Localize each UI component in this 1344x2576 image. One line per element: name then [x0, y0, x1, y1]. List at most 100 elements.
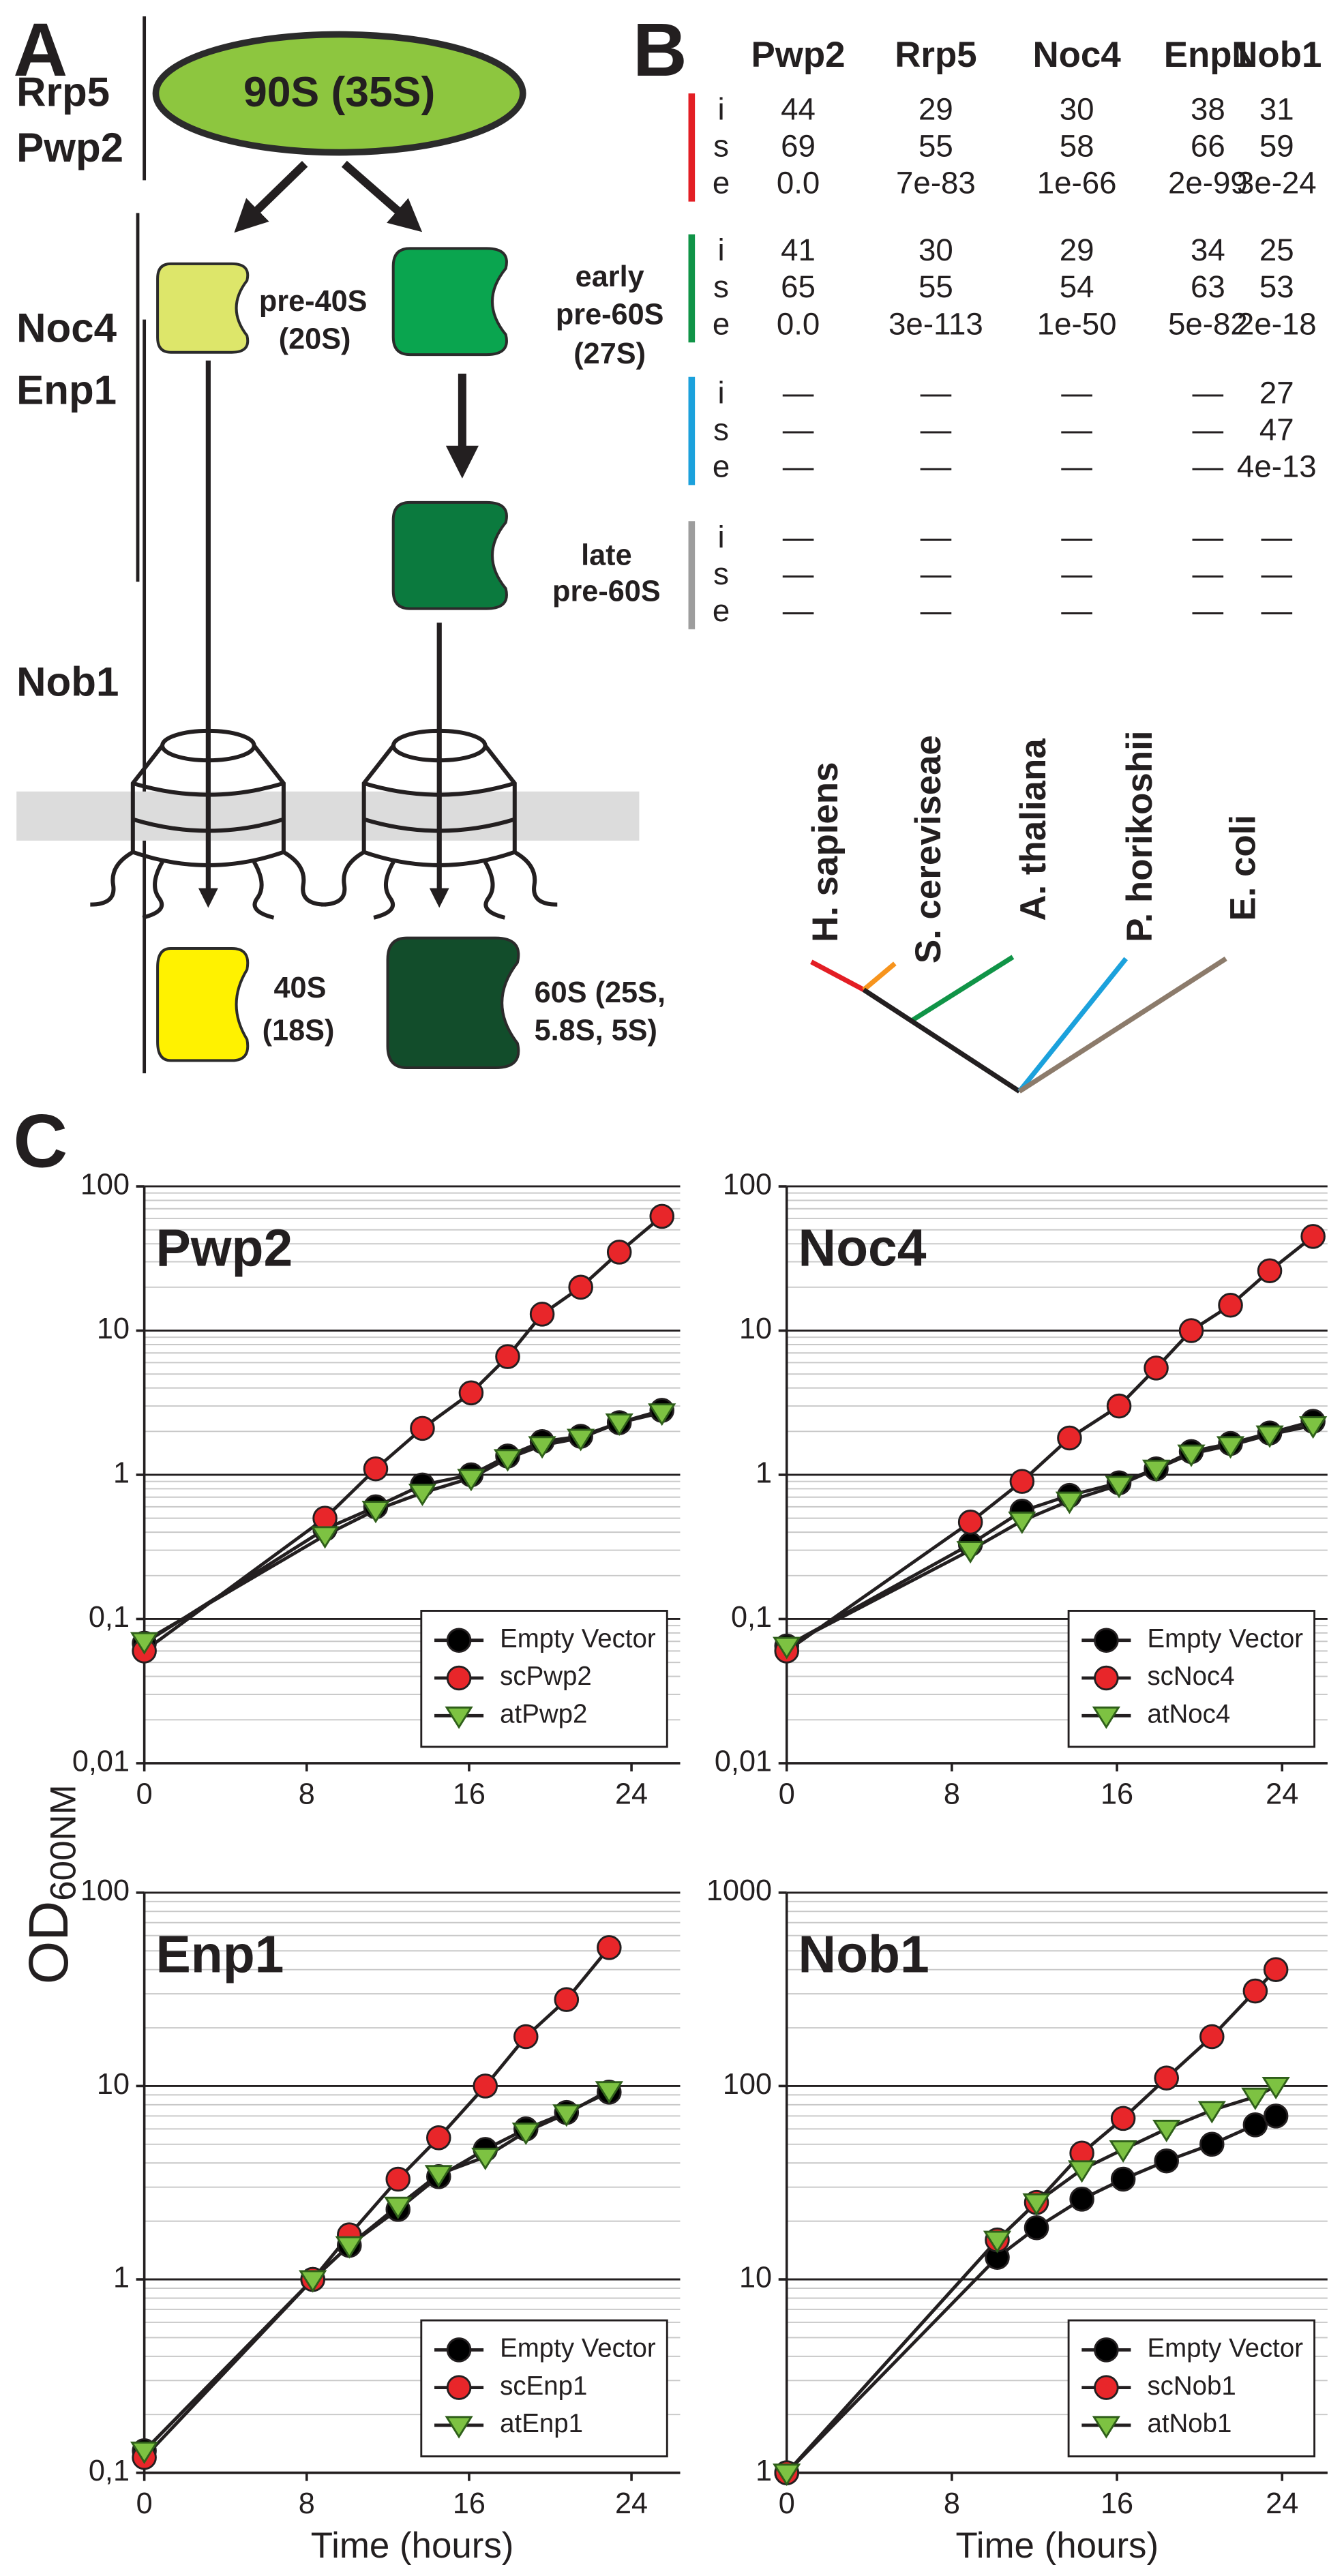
cell: — — [1061, 556, 1092, 591]
series-line — [143, 1411, 663, 1643]
marker — [1008, 1511, 1036, 1534]
legend-label: scNoc4 — [1147, 1662, 1234, 1691]
chart: 100 10 1 0,10 8 16 24 Enp1 Time (hours) Empty Vec… — [80, 1874, 681, 2566]
y-tick-label: 10 — [739, 2261, 772, 2294]
row-label: s — [713, 129, 729, 164]
cell: 55 — [919, 129, 953, 164]
marker — [1242, 1978, 1268, 2004]
cell: 0.0 — [777, 306, 820, 341]
marker — [1057, 1425, 1082, 1451]
factor: Enp1 — [16, 368, 117, 413]
cell: 2e-18 — [1237, 306, 1317, 341]
tree-branch — [1017, 957, 1129, 1093]
marker — [956, 1541, 985, 1564]
marker — [1218, 1292, 1243, 1318]
legend-marker — [446, 1665, 472, 1691]
pore-body — [130, 744, 286, 852]
cell: — — [1193, 375, 1224, 410]
factor: Rrp5 — [16, 69, 110, 115]
cell: — — [1193, 412, 1224, 447]
legend-label: atNob1 — [1147, 2409, 1231, 2438]
row-label: e — [713, 593, 730, 628]
row-label: i — [718, 375, 725, 410]
cell: 55 — [919, 269, 953, 304]
legend-label: Empty Vector — [500, 1624, 656, 1653]
legend-label: atPwp2 — [500, 1699, 587, 1728]
legend: Empty Vector scNoc4 atNoc4 — [1067, 1610, 1316, 1748]
marker — [1067, 2160, 1096, 2183]
legend-label: Empty Vector — [1147, 2333, 1303, 2363]
marker — [513, 2024, 539, 2050]
marker — [773, 2463, 801, 2487]
cell: 34 — [1191, 233, 1225, 267]
particle-late-pre60s — [393, 503, 507, 609]
stage-label: (18S) — [263, 1015, 335, 1047]
marker — [1263, 2103, 1289, 2129]
marker — [1216, 1436, 1245, 1459]
marker — [528, 1436, 556, 1459]
marker — [130, 2441, 159, 2464]
cell: 3e-113 — [888, 306, 983, 341]
legend-marker — [446, 2337, 472, 2363]
x-axis-label: Time (hours) — [311, 2526, 514, 2566]
marker — [605, 1413, 633, 1437]
cell: 44 — [781, 91, 816, 126]
cell: — — [783, 375, 814, 410]
x-tick-label: 8 — [299, 1778, 315, 1810]
marker — [426, 2125, 451, 2151]
marker — [511, 2123, 540, 2146]
cell: 7e-83 — [896, 166, 976, 200]
x-tick-label: 8 — [299, 2487, 315, 2520]
x-tick-label: 0 — [779, 2487, 795, 2520]
row-label: s — [713, 269, 729, 304]
cell: 25 — [1259, 233, 1294, 267]
cell: — — [783, 593, 814, 628]
stage-label: 40S — [273, 972, 326, 1004]
marker — [458, 1380, 484, 1406]
chart-title: Enp1 — [155, 1925, 284, 1983]
marker — [773, 1636, 801, 1660]
cell: 53 — [1259, 269, 1294, 304]
chart-title: Nob1 — [798, 1925, 929, 1983]
cell: — — [1061, 412, 1092, 447]
row-label: i — [718, 91, 725, 126]
legend-marker — [445, 2416, 473, 2439]
legend-label: atNoc4 — [1147, 1699, 1230, 1728]
cell: — — [921, 593, 952, 628]
y-tick-label: 100 — [723, 2068, 772, 2101]
column-header: Noc4 — [1032, 35, 1121, 75]
marker — [1154, 2065, 1179, 2091]
marker — [1300, 1224, 1326, 1249]
marker — [1199, 2024, 1225, 2050]
y-tick-label: 0,01 — [715, 1745, 772, 1778]
marker — [649, 1203, 674, 1229]
y-tick-label: 1 — [756, 1456, 772, 1489]
species-label: E. coli — [1223, 815, 1264, 921]
pore-body — [361, 744, 517, 852]
factor: Pwp2 — [16, 125, 123, 170]
marker — [568, 1274, 593, 1300]
marker — [1154, 2148, 1179, 2174]
y-axis-label-sub: 600NM — [43, 1784, 83, 1900]
legend-label: Empty Vector — [1147, 1624, 1303, 1653]
row-label: s — [713, 556, 729, 591]
marker — [1263, 1957, 1289, 1982]
cell: — — [921, 375, 952, 410]
marker — [1069, 2187, 1094, 2212]
factor: Nob1 — [16, 659, 119, 704]
x-tick-label: 16 — [1101, 2487, 1133, 2520]
cell: — — [1261, 593, 1292, 628]
y-tick-label: 1 — [113, 1456, 130, 1489]
cell: 29 — [919, 91, 953, 126]
marker — [1152, 2119, 1181, 2142]
y-axis-label: OD600NM — [18, 1784, 84, 1984]
marker — [495, 1344, 520, 1369]
marker — [410, 1416, 435, 1441]
cell: — — [783, 556, 814, 591]
cell: — — [1061, 593, 1092, 628]
cell: — — [1061, 375, 1092, 410]
particle-90s — [152, 31, 526, 156]
stage-label: 60S (25S, — [535, 976, 666, 1009]
marker — [471, 2147, 500, 2170]
